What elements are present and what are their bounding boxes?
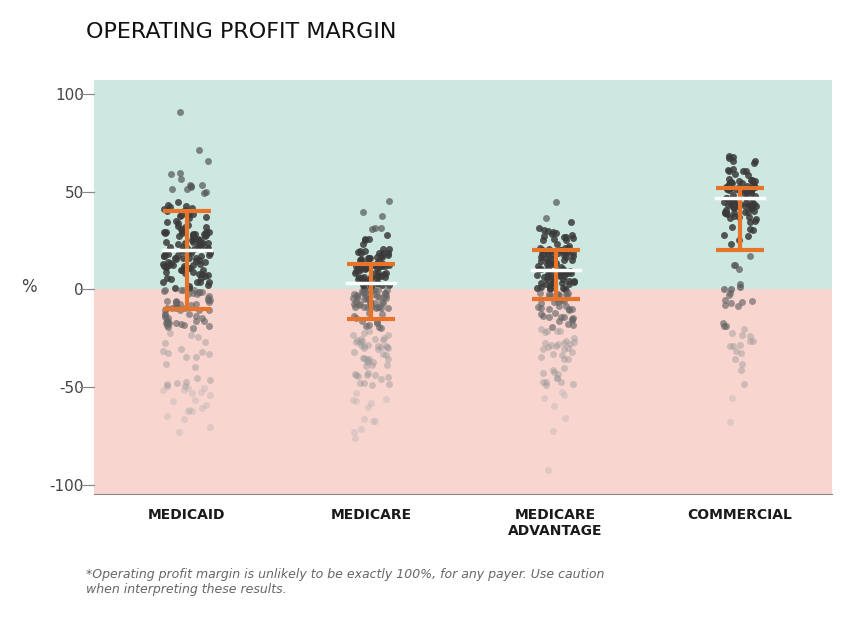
Bar: [94, 80, 832, 289]
Text: *Operating profit margin is unlikely to be exactly 100%, for any payer. Use caut: *Operating profit margin is unlikely to …: [86, 569, 604, 596]
Y-axis label: %: %: [21, 278, 37, 297]
Text: OPERATING PROFIT MARGIN: OPERATING PROFIT MARGIN: [86, 22, 396, 41]
Bar: [94, 289, 832, 494]
